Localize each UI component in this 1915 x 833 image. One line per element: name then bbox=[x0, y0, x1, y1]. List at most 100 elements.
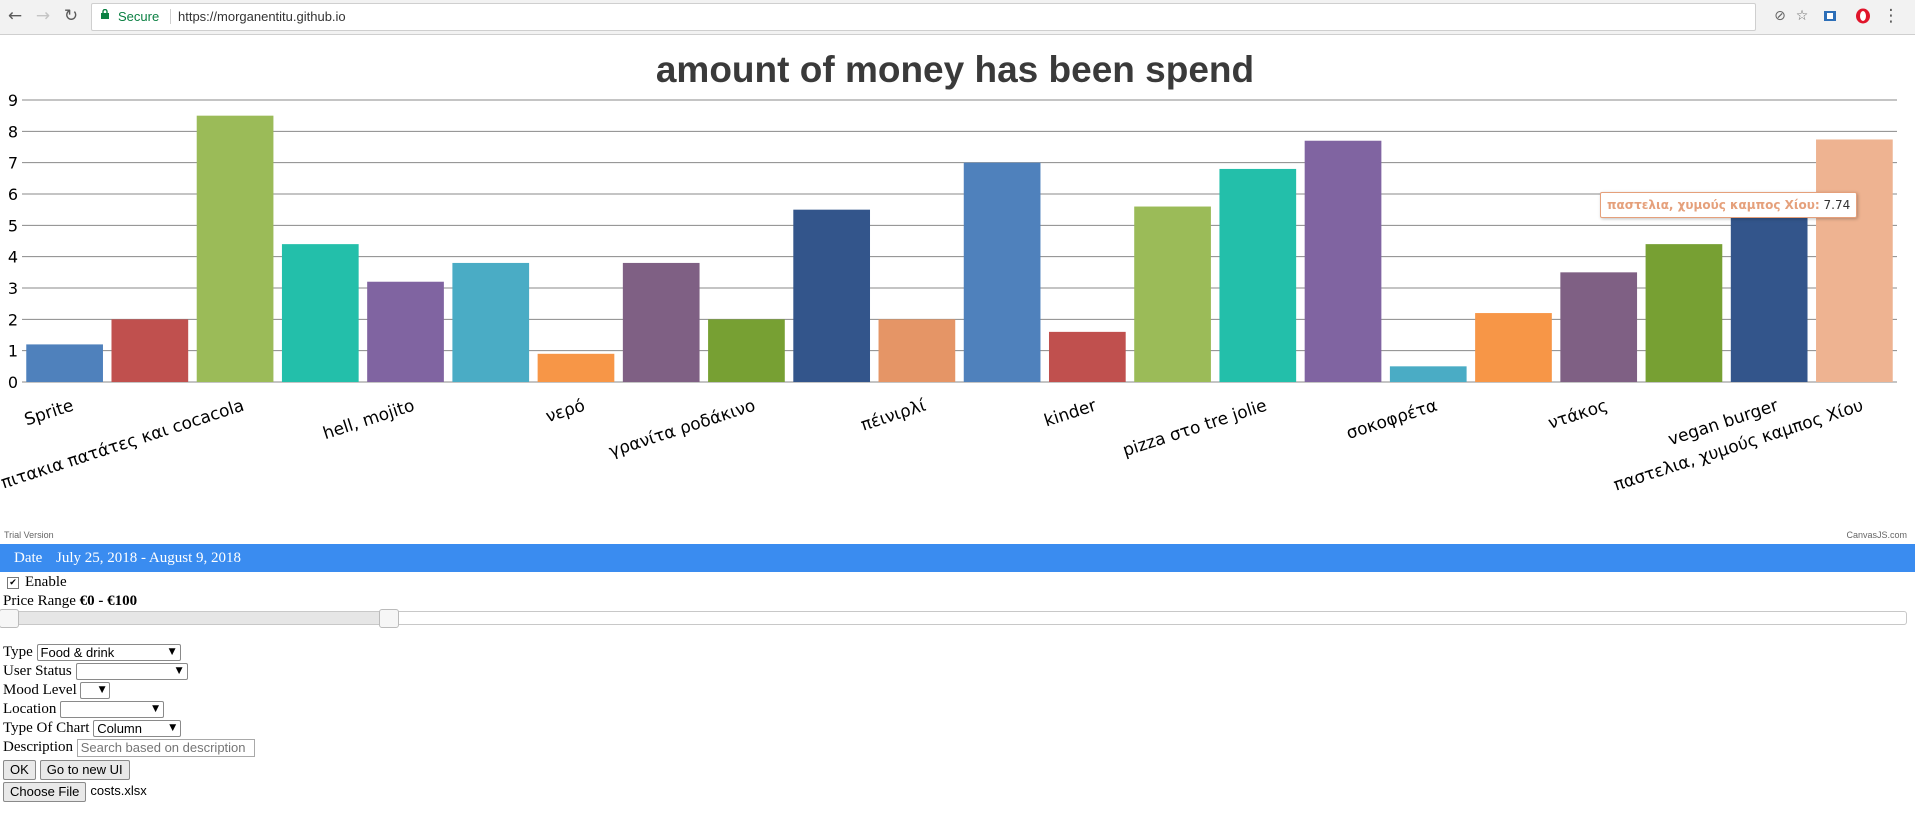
bar[interactable] bbox=[1816, 139, 1893, 382]
y-tick-label: 2 bbox=[8, 310, 18, 329]
y-tick-label: 0 bbox=[8, 373, 18, 392]
enable-checkbox[interactable]: ✔ bbox=[7, 577, 19, 589]
forward-icon[interactable]: → bbox=[35, 6, 51, 26]
dropdown-arrow-icon: ▼ bbox=[152, 704, 160, 714]
dropdown-arrow-icon: ▼ bbox=[169, 723, 177, 733]
secure-label: Secure bbox=[118, 9, 160, 24]
price-range-row: Price Range €0 - €100 bbox=[3, 593, 137, 610]
bar[interactable] bbox=[281, 244, 359, 382]
file-name: costs.xlsx bbox=[90, 783, 147, 798]
bar[interactable] bbox=[1219, 168, 1297, 382]
x-tick-label: kinder bbox=[1042, 396, 1099, 432]
chart-title: amount of money has been spend bbox=[656, 49, 1254, 90]
chart-type-row: Type Of Chart Column ▼ bbox=[3, 720, 182, 737]
bar[interactable] bbox=[878, 319, 956, 382]
mood-level-label: Mood Level bbox=[3, 682, 77, 698]
reload-icon[interactable]: ↻ bbox=[63, 6, 79, 26]
bar[interactable] bbox=[367, 281, 444, 382]
y-tick-label: 6 bbox=[8, 185, 18, 204]
user-status-label: User Status bbox=[3, 663, 72, 679]
user-status-select[interactable]: ▼ bbox=[75, 663, 188, 680]
bar[interactable] bbox=[1645, 244, 1723, 382]
x-tick-label: Sprite bbox=[22, 396, 76, 431]
type-row: Type Food & drink ▼ bbox=[3, 644, 181, 661]
bar[interactable] bbox=[1730, 206, 1808, 382]
bar[interactable] bbox=[452, 262, 530, 382]
y-tick-label: 9 bbox=[8, 91, 18, 110]
back-icon[interactable]: ← bbox=[7, 6, 23, 26]
date-range-value[interactable]: July 25, 2018 - August 9, 2018 bbox=[56, 550, 242, 566]
price-range-label: Price Range bbox=[3, 593, 76, 609]
bar[interactable] bbox=[1389, 366, 1467, 382]
mood-level-select[interactable]: ▼ bbox=[80, 682, 111, 699]
blocked-content-icon[interactable]: ⊘ bbox=[1774, 8, 1786, 24]
bar[interactable] bbox=[537, 353, 615, 382]
date-range-bar[interactable]: Date July 25, 2018 - August 9, 2018 bbox=[0, 544, 1915, 572]
bar[interactable] bbox=[1048, 331, 1126, 382]
menu-icon[interactable]: ⋮ bbox=[1882, 6, 1900, 26]
ok-button[interactable]: OK bbox=[3, 760, 36, 780]
price-min-handle[interactable] bbox=[0, 609, 19, 628]
x-tick-label: σοκοφρέτα bbox=[1344, 396, 1440, 444]
omnibox-divider bbox=[170, 9, 171, 24]
x-tick-label: πέινιρλί bbox=[859, 396, 929, 436]
tooltip-label: παστελια, χυμούς καμπος Χίου: bbox=[1607, 198, 1820, 212]
x-tick-label: νερό bbox=[543, 396, 587, 427]
bar[interactable] bbox=[1560, 272, 1638, 382]
dropdown-arrow-icon: ▼ bbox=[98, 685, 106, 695]
type-label: Type bbox=[3, 644, 33, 660]
go-to-new-ui-button[interactable]: Go to new UI bbox=[39, 760, 130, 780]
description-row: Description bbox=[3, 739, 255, 757]
action-buttons-row: OK Go to new UI bbox=[3, 760, 130, 780]
bar[interactable] bbox=[708, 319, 785, 382]
enable-row: ✔ Enable bbox=[7, 574, 67, 591]
location-row: Location ▼ bbox=[3, 701, 165, 718]
bar[interactable] bbox=[1475, 313, 1552, 382]
price-range-slider[interactable] bbox=[0, 609, 1907, 628]
type-select[interactable]: Food & drink ▼ bbox=[36, 644, 181, 661]
chart-type-select[interactable]: Column ▼ bbox=[93, 720, 182, 737]
url-text[interactable]: https://morganentitu.github.io bbox=[178, 9, 346, 24]
bar[interactable] bbox=[963, 162, 1041, 382]
price-range-fill bbox=[8, 612, 388, 624]
bar[interactable] bbox=[26, 344, 103, 382]
bar[interactable] bbox=[622, 262, 700, 382]
y-tick-label: 8 bbox=[8, 122, 18, 141]
user-status-row: User Status ▼ bbox=[3, 663, 188, 680]
y-tick-label: 1 bbox=[8, 342, 18, 361]
x-tick-label: pizza στο tre jolie bbox=[1120, 396, 1269, 461]
location-label: Location bbox=[3, 701, 57, 717]
browser-toolbar: ← → ↻ Secure https://morganentitu.github… bbox=[0, 0, 1915, 35]
x-tick-label: ντάκος bbox=[1546, 396, 1611, 434]
chart-tooltip: παστελια, χυμούς καμπος Χίου: 7.74 bbox=[1600, 192, 1858, 218]
opera-icon[interactable] bbox=[1855, 8, 1871, 24]
address-bar[interactable]: Secure https://morganentitu.github.io ⊘ … bbox=[91, 3, 1808, 31]
price-max-handle[interactable] bbox=[378, 609, 399, 628]
chart-type-value: Column bbox=[97, 721, 142, 736]
enable-label: Enable bbox=[25, 574, 67, 590]
bar[interactable] bbox=[1304, 140, 1382, 382]
chart-type-label: Type Of Chart bbox=[3, 720, 90, 736]
y-tick-label: 3 bbox=[8, 279, 18, 298]
bar[interactable] bbox=[1134, 206, 1211, 382]
mood-level-row: Mood Level ▼ bbox=[3, 682, 111, 699]
extension-icon[interactable] bbox=[1822, 8, 1838, 24]
bar[interactable] bbox=[196, 115, 274, 383]
location-select[interactable]: ▼ bbox=[60, 701, 165, 718]
x-tick-label: hell, mojito bbox=[321, 396, 418, 444]
y-tick-label: 5 bbox=[8, 216, 18, 235]
bar[interactable] bbox=[793, 209, 871, 382]
dropdown-arrow-icon: ▼ bbox=[175, 666, 183, 676]
date-label: Date bbox=[14, 550, 43, 566]
canvasjs-credit[interactable]: CanvasJS.com bbox=[1846, 530, 1907, 540]
price-range-value: €0 - €100 bbox=[79, 593, 138, 609]
chart-canvas: amount of money has been spend 0 1 2 3 4 5 6 7 8… bbox=[0, 49, 1897, 500]
description-input[interactable] bbox=[76, 739, 255, 757]
spending-chart: amount of money has been spend 0 1 2 3 4 5 6 7 8… bbox=[0, 36, 1915, 544]
lock-icon bbox=[101, 9, 109, 19]
bookmark-star-icon[interactable]: ☆ bbox=[1795, 8, 1809, 24]
bar[interactable] bbox=[111, 319, 189, 382]
y-tick-label: 4 bbox=[8, 248, 18, 267]
x-tick-label: γρανίτα ροδάκινο bbox=[607, 396, 758, 462]
choose-file-button[interactable]: Choose File bbox=[3, 782, 87, 802]
